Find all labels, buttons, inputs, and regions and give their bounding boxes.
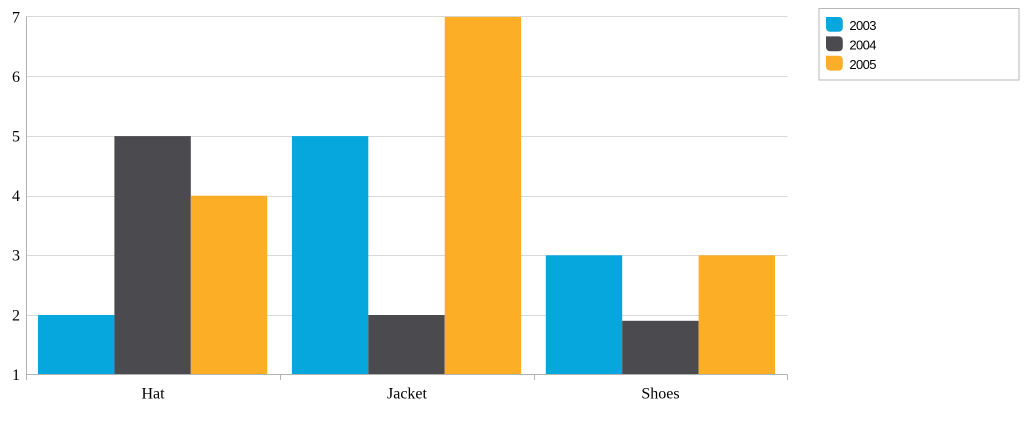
svg-text:5: 5 bbox=[12, 129, 20, 146]
svg-text:2005: 2005 bbox=[849, 57, 876, 72]
svg-text:3: 3 bbox=[12, 248, 20, 265]
svg-text:Hat: Hat bbox=[141, 386, 165, 403]
svg-text:4: 4 bbox=[12, 188, 20, 205]
svg-text:2004: 2004 bbox=[849, 38, 876, 53]
svg-text:2003: 2003 bbox=[849, 18, 876, 33]
svg-text:1: 1 bbox=[12, 367, 20, 384]
svg-text:Jacket: Jacket bbox=[387, 386, 428, 403]
svg-text:2: 2 bbox=[12, 307, 20, 324]
svg-text:6: 6 bbox=[12, 69, 20, 86]
svg-text:Shoes: Shoes bbox=[641, 386, 679, 403]
svg-text:7: 7 bbox=[12, 9, 20, 26]
